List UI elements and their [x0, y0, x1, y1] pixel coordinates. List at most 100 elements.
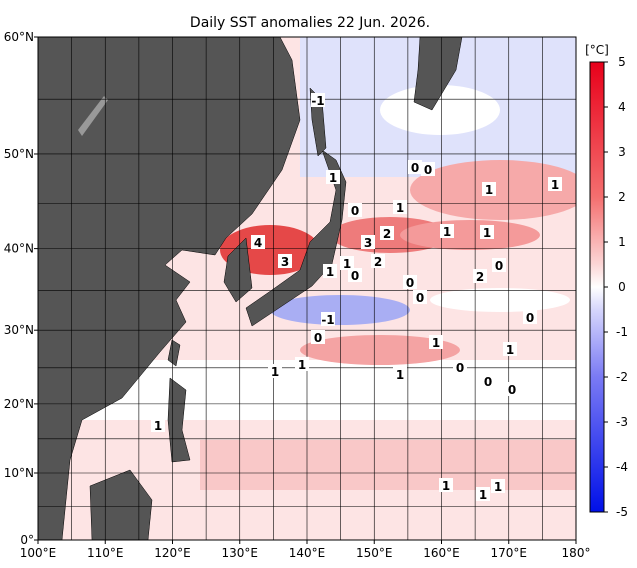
contour-label-bg [311, 93, 325, 107]
contour-label-bg [503, 342, 517, 356]
contour-label: 0 [495, 259, 503, 273]
contour-label-bg [473, 269, 487, 283]
contour-label-bg [491, 479, 505, 493]
contour-label-bg [505, 382, 519, 396]
contour-label: 0 [351, 204, 359, 218]
contour-label-bg [476, 487, 490, 501]
colorbar-tick-label: 5 [618, 55, 626, 69]
contour-label-bg [393, 200, 407, 214]
contour-label: 1 [483, 226, 491, 240]
colorbar-tick-label: 3 [618, 145, 626, 159]
contour-label-bg [421, 162, 435, 176]
contour-label-bg [480, 225, 494, 239]
contour-label: 1 [506, 343, 514, 357]
contour-label: 2 [383, 227, 391, 241]
contour-label: 0 [508, 383, 516, 397]
contour-label: 0 [424, 163, 432, 177]
contour-label-bg [268, 364, 282, 378]
contour-label: 0 [351, 269, 359, 283]
lon-tick-label: 110°E [87, 546, 124, 560]
contour-label-bg [323, 264, 337, 278]
lat-tick-label: 40°N [4, 242, 34, 256]
contour-label-bg [321, 312, 335, 326]
contour-label: 1 [298, 358, 306, 372]
contour-label: 0 [526, 311, 534, 325]
contour-label: 0 [406, 276, 414, 290]
contour-label: 1 [494, 480, 502, 494]
contour-label: 1 [443, 225, 451, 239]
contour-label-bg [413, 290, 427, 304]
colorbar-tick-label: -2 [616, 370, 628, 384]
colorbar-tick-label: -4 [616, 460, 628, 474]
contour-label-bg [439, 478, 453, 492]
contour-label: 1 [343, 257, 351, 271]
colorbar-tick-label: -5 [616, 505, 628, 519]
contour-label-bg [340, 256, 354, 270]
colorbar-tick-label: -1 [616, 325, 628, 339]
contour-label-bg [348, 203, 362, 217]
contour-label-bg [523, 310, 537, 324]
lon-tick-label: 180° [562, 546, 591, 560]
contour-label: 4 [254, 236, 262, 250]
lon-tick-label: 130°E [222, 546, 259, 560]
contour-label-bg [151, 418, 165, 432]
colorbar-tick-label: 0 [618, 280, 626, 294]
lon-tick-label: 150°E [356, 546, 393, 560]
contour-label-bg [326, 170, 340, 184]
contour-label: 2 [374, 255, 382, 269]
lat-tick-label: 50°N [4, 147, 34, 161]
lon-tick-label: 160°E [423, 546, 460, 560]
contour-label-bg [492, 258, 506, 272]
contour-label: 3 [364, 236, 372, 250]
lon-tick-label: 140°E [289, 546, 326, 560]
colorbar-unit: [°C] [585, 43, 609, 57]
colorbar-tick-label: 2 [618, 190, 626, 204]
contour-label: 1 [396, 368, 404, 382]
contour-label: -1 [321, 313, 334, 327]
graticule [38, 37, 576, 540]
contour-label-bg [278, 254, 292, 268]
contour-label-bg [482, 182, 496, 196]
contour-label-bg [371, 254, 385, 268]
contour-label: 0 [416, 291, 424, 305]
contour-label: 1 [396, 201, 404, 215]
contour-label: 1 [551, 178, 559, 192]
title: Daily SST anomalies 22 Jun. 2026. [190, 15, 430, 31]
contour-label-bg [393, 367, 407, 381]
contour-label-bg [453, 360, 467, 374]
colorbar-tick-label: -3 [616, 415, 628, 429]
contour-label-bg [295, 357, 309, 371]
contour-label-bg [348, 268, 362, 282]
contour-label-bg [311, 330, 325, 344]
contour-label-bg [481, 374, 495, 388]
contour-label-bg [403, 275, 417, 289]
contour-label-bg [361, 235, 375, 249]
lat-tick-label: 10°N [4, 466, 34, 480]
contour-label: 1 [329, 171, 337, 185]
lon-tick-label: 170°E [491, 546, 528, 560]
contour-label-bg [440, 224, 454, 238]
contour-label: 0 [314, 331, 322, 345]
contour-label: -1 [311, 94, 324, 108]
anomaly-field [38, 37, 576, 540]
contour-label: 1 [326, 265, 334, 279]
contour-label: 0 [411, 161, 419, 175]
contour-label: 1 [485, 183, 493, 197]
contour-label: 1 [271, 365, 279, 379]
lon-tick-label: 120°E [154, 546, 191, 560]
lat-tick-label: 60°N [4, 30, 34, 44]
contour-label: 0 [484, 375, 492, 389]
colorbar [589, 61, 605, 513]
contour-label-bg [408, 160, 422, 174]
contour-label-bg [380, 226, 394, 240]
contour-label: 1 [479, 488, 487, 502]
contour-label: 1 [442, 479, 450, 493]
lat-tick-label: 30°N [4, 323, 34, 337]
lat-tick-label: 20°N [4, 397, 34, 411]
lat-tick-label: 0° [20, 533, 34, 547]
lon-tick-label: 100°E [20, 546, 57, 560]
contour-label: 3 [281, 255, 289, 269]
contour-label: 1 [154, 419, 162, 433]
contour-label-bg [251, 235, 265, 249]
